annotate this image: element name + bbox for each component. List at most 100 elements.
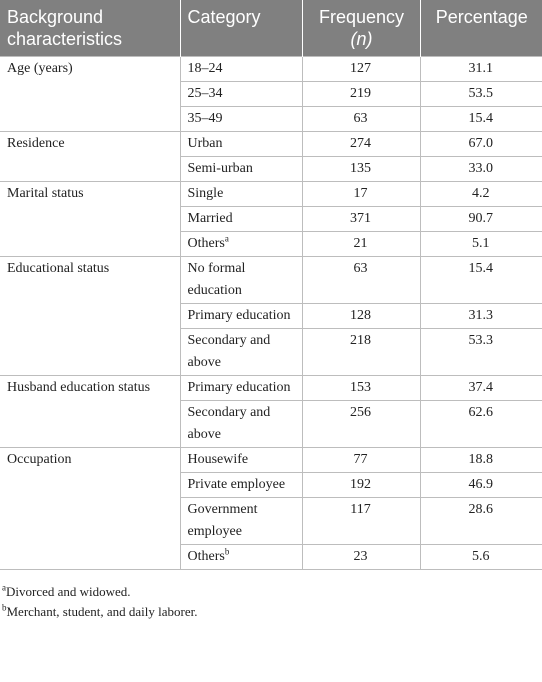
frequency-cell: 218	[301, 328, 421, 376]
table-row: Educational status No formal education 63 1…	[0, 256, 542, 376]
footnotes: aDivorced and widowed. bMerchant, student…	[0, 570, 542, 622]
footnote: aDivorced and widowed.	[2, 582, 542, 602]
table-row: Occupation Housewife 77 18.8	[0, 447, 542, 570]
footnote-text: Merchant, student, and daily laborer.	[6, 604, 198, 619]
table-row: Secondary and above 256 62.6	[0, 400, 542, 448]
category-text: Government employee	[187, 502, 258, 539]
category-text: Single	[187, 186, 224, 201]
percentage-cell: 33.0	[419, 156, 542, 182]
frequency-cell: 63	[301, 256, 421, 304]
group-label: Residence	[0, 131, 181, 182]
header-cell: Category	[180, 0, 303, 57]
data-table: Background characteristics Category Freque…	[0, 0, 542, 570]
frequency-cell: 23	[301, 544, 421, 570]
percentage-cell: 53.3	[419, 328, 542, 376]
category-cell: Primary education	[179, 375, 303, 401]
footnote-mark: b	[224, 546, 230, 557]
percentage-cell: 5.1	[419, 231, 542, 257]
group-label: Occupation	[0, 447, 181, 570]
category-text: Secondary and above	[187, 333, 271, 370]
percentage-cell: 67.0	[419, 131, 542, 157]
frequency-cell: 219	[301, 81, 421, 107]
frequency-cell: 371	[301, 206, 421, 232]
group-label: Age (years)	[0, 56, 181, 132]
frequency-cell: 274	[301, 131, 421, 157]
category-cell: Married	[179, 206, 303, 232]
frequency-cell: 17	[301, 181, 421, 207]
category-cell: Single	[179, 181, 303, 207]
category-cell: Othersb	[179, 544, 303, 570]
category-text: Secondary and above	[187, 405, 271, 442]
group-label: Marital status	[0, 181, 181, 257]
header-variable: (n)	[350, 29, 373, 49]
footnote: bMerchant, student, and daily laborer.	[2, 602, 542, 622]
category-cell: Private employee	[179, 472, 303, 498]
table-row: Married 371 90.7	[0, 206, 542, 232]
category-text: Semi-urban	[187, 161, 253, 176]
header-text: Background characteristics	[7, 7, 123, 49]
table-row: Government employee 117 28.6	[0, 497, 542, 545]
table-row: Marital status Single 17 4.2	[0, 181, 542, 257]
category-cell: 35–49	[179, 106, 303, 132]
percentage-cell: 18.8	[419, 447, 542, 473]
header-text: Percentage	[435, 7, 528, 27]
category-cell: Housewife	[179, 447, 303, 473]
category-text: Primary education	[187, 380, 291, 395]
header-cell: Background characteristics	[0, 0, 181, 57]
footnote-mark: a	[2, 582, 6, 593]
table-row: Private employee 192 46.9	[0, 472, 542, 498]
category-text: Urban	[187, 136, 223, 151]
frequency-cell: 117	[301, 497, 421, 545]
percentage-cell: 31.3	[419, 303, 542, 329]
group-label: Educational status	[0, 256, 181, 376]
category-cell: Government employee	[179, 497, 303, 545]
category-cell: Secondary and above	[179, 400, 303, 448]
table-row: Othersb 23 5.6	[0, 544, 542, 570]
percentage-cell: 28.6	[419, 497, 542, 545]
category-text: Housewife	[187, 452, 249, 467]
category-cell: Urban	[179, 131, 303, 157]
category-cell: No formal education	[179, 256, 303, 304]
header-cell: Frequency (n)	[302, 0, 421, 57]
table-row: Residence Urban 274 67.0	[0, 131, 542, 182]
category-text: Others	[187, 549, 225, 564]
category-text: Others	[187, 236, 225, 251]
category-cell: 25–34	[179, 81, 303, 107]
group-label: Husband education status	[0, 375, 181, 448]
footnote-text: Divorced and widowed.	[6, 584, 131, 599]
footnote-mark: a	[224, 233, 229, 244]
percentage-cell: 37.4	[419, 375, 542, 401]
category-text: Private employee	[187, 477, 286, 492]
table-row: Age (years) 18–24 127 31.1	[0, 56, 542, 132]
frequency-cell: 63	[301, 106, 421, 132]
percentage-cell: 90.7	[419, 206, 542, 232]
percentage-cell: 53.5	[419, 81, 542, 107]
category-text: Primary education	[187, 308, 291, 323]
header-row: Background characteristics Category Freque…	[0, 0, 542, 57]
percentage-cell: 15.4	[419, 256, 542, 304]
frequency-cell: 153	[301, 375, 421, 401]
category-cell: Semi-urban	[179, 156, 303, 182]
frequency-cell: 256	[301, 400, 421, 448]
category-cell: Primary education	[179, 303, 303, 329]
frequency-cell: 128	[301, 303, 421, 329]
category-cell: Secondary and above	[179, 328, 303, 376]
table-row: Husband education status Primary educatio…	[0, 375, 542, 448]
frequency-cell: 77	[301, 447, 421, 473]
category-text: Married	[187, 211, 233, 226]
table-row: Primary education 128 31.3	[0, 303, 542, 329]
header-text: Frequency	[318, 7, 405, 27]
frequency-cell: 21	[301, 231, 421, 257]
table-row: Secondary and above 218 53.3	[0, 328, 542, 376]
footnote-mark: b	[2, 602, 7, 613]
header-text: Category	[187, 7, 261, 27]
table-row: Semi-urban 135 33.0	[0, 156, 542, 182]
percentage-cell: 4.2	[419, 181, 542, 207]
category-cell: Othersa	[179, 231, 303, 257]
percentage-cell: 46.9	[419, 472, 542, 498]
category-cell: 18–24	[179, 56, 303, 82]
table-body: Age (years) 18–24 127 31.1 25–34 219 53.5 35–49…	[0, 56, 542, 570]
category-text: 25–34	[187, 86, 223, 101]
category-text: 18–24	[187, 61, 223, 76]
